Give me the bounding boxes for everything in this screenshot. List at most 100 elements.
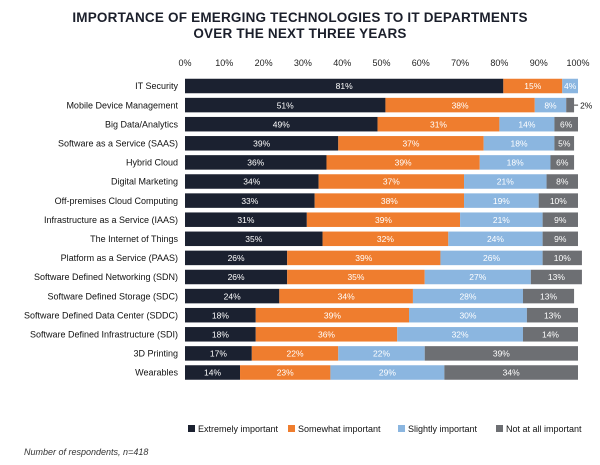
bar-segment <box>338 346 425 361</box>
bar-segment <box>185 78 504 94</box>
data-label: 22% <box>373 349 390 359</box>
x-tick-label: 50% <box>372 58 390 68</box>
x-tick-label: 60% <box>412 58 430 68</box>
category-label: Platform as a Service (PAAS) <box>61 253 178 263</box>
bar-segment <box>444 365 578 380</box>
chart-title: IMPORTANCE OF EMERGING TECHNOLOGIES TO I… <box>72 10 528 25</box>
bar-segment <box>185 174 319 189</box>
data-label: 35% <box>347 272 364 282</box>
bar-segment <box>279 288 413 304</box>
category-label: Big Data/Analytics <box>105 119 179 129</box>
bar-segment <box>185 116 378 132</box>
category-label: Wearables <box>135 368 178 378</box>
bar-segment <box>409 307 527 323</box>
bar-segment <box>522 288 575 304</box>
x-tick-label: 20% <box>255 58 273 68</box>
x-tick-label: 30% <box>294 58 312 68</box>
bar-segment <box>550 155 575 170</box>
data-label: 39% <box>253 139 270 149</box>
legend-label: Somewhat important <box>298 424 381 434</box>
data-label: 39% <box>395 158 412 168</box>
data-label: 14% <box>518 119 535 129</box>
data-label: 17% <box>210 349 227 359</box>
bar-segment <box>483 136 555 151</box>
bar-segment <box>479 155 551 170</box>
bar-segment <box>330 365 445 380</box>
data-label: 13% <box>548 272 565 282</box>
data-label: 2% <box>580 100 593 110</box>
data-label: 22% <box>287 349 304 359</box>
data-label: 38% <box>381 196 398 206</box>
data-label: 6% <box>560 119 573 129</box>
data-label: 28% <box>459 291 476 301</box>
legend-swatch <box>288 425 295 432</box>
bar-segment <box>287 250 441 266</box>
bar-segment <box>412 288 523 304</box>
bar-segment <box>546 174 578 189</box>
category-label: Off-premises Cloud Computing <box>55 196 178 206</box>
bar-segment <box>185 365 241 380</box>
legend-swatch <box>496 425 503 432</box>
data-label: 36% <box>318 330 335 340</box>
bar-segment <box>322 231 449 247</box>
data-label: 19% <box>493 196 510 206</box>
category-label: Software Defined Infrastructure (SDI) <box>30 330 178 340</box>
bar-segment <box>185 97 386 113</box>
data-label: 18% <box>511 139 528 149</box>
x-tick-label: 90% <box>530 58 548 68</box>
bar-segment <box>424 346 578 361</box>
bar-segment <box>377 116 500 132</box>
x-tick-label: 70% <box>451 58 469 68</box>
category-label: The Internet of Things <box>90 234 178 244</box>
bar-segment <box>185 250 288 266</box>
data-label: 31% <box>237 215 254 225</box>
bar-segment <box>185 327 256 342</box>
bar-segment <box>185 346 252 361</box>
bar-segment <box>542 250 582 266</box>
category-label: IT Security <box>135 81 178 91</box>
bar-segment <box>440 250 543 266</box>
bar-segment <box>503 78 563 94</box>
x-tick-label: 100% <box>566 58 589 68</box>
bar-segment <box>554 136 575 151</box>
bar-segment <box>424 269 531 285</box>
bar-segment <box>185 136 339 151</box>
bar-segment <box>542 231 578 247</box>
category-label: Software Defined Storage (SDC) <box>47 291 178 301</box>
bar-segment <box>562 78 578 94</box>
data-label: 49% <box>273 119 290 129</box>
data-label: 13% <box>544 310 561 320</box>
data-label: 14% <box>204 368 221 378</box>
bar-segment <box>499 116 555 132</box>
bar-segment <box>464 174 547 189</box>
data-label: 14% <box>542 330 559 340</box>
bar-segment <box>522 327 578 342</box>
data-label: 31% <box>430 119 447 129</box>
bar-segment <box>326 155 480 170</box>
legend-label: Slightly important <box>408 424 478 434</box>
bar-segment <box>255 327 398 342</box>
data-label: 15% <box>524 81 541 91</box>
data-label: 36% <box>247 158 264 168</box>
bar-segment <box>530 269 582 285</box>
bar-segment <box>251 346 339 361</box>
legend-label: Not at all important <box>506 424 582 434</box>
data-label: 18% <box>212 330 229 340</box>
data-label: 10% <box>554 253 571 263</box>
data-label: 26% <box>228 253 245 263</box>
data-label: 24% <box>224 291 241 301</box>
data-label: 8% <box>544 100 557 110</box>
x-tick-label: 10% <box>215 58 233 68</box>
data-label: 81% <box>336 81 353 91</box>
data-label: 33% <box>241 196 258 206</box>
data-label: 39% <box>324 310 341 320</box>
category-label: Software Defined Data Center (SDDC) <box>24 310 178 320</box>
legend-swatch <box>398 425 405 432</box>
data-label: 24% <box>487 234 504 244</box>
data-label: 26% <box>483 253 500 263</box>
bar-segment <box>538 193 578 208</box>
category-label: 3D Printing <box>133 349 178 359</box>
data-label: 37% <box>383 177 400 187</box>
bar-segment <box>554 116 578 132</box>
